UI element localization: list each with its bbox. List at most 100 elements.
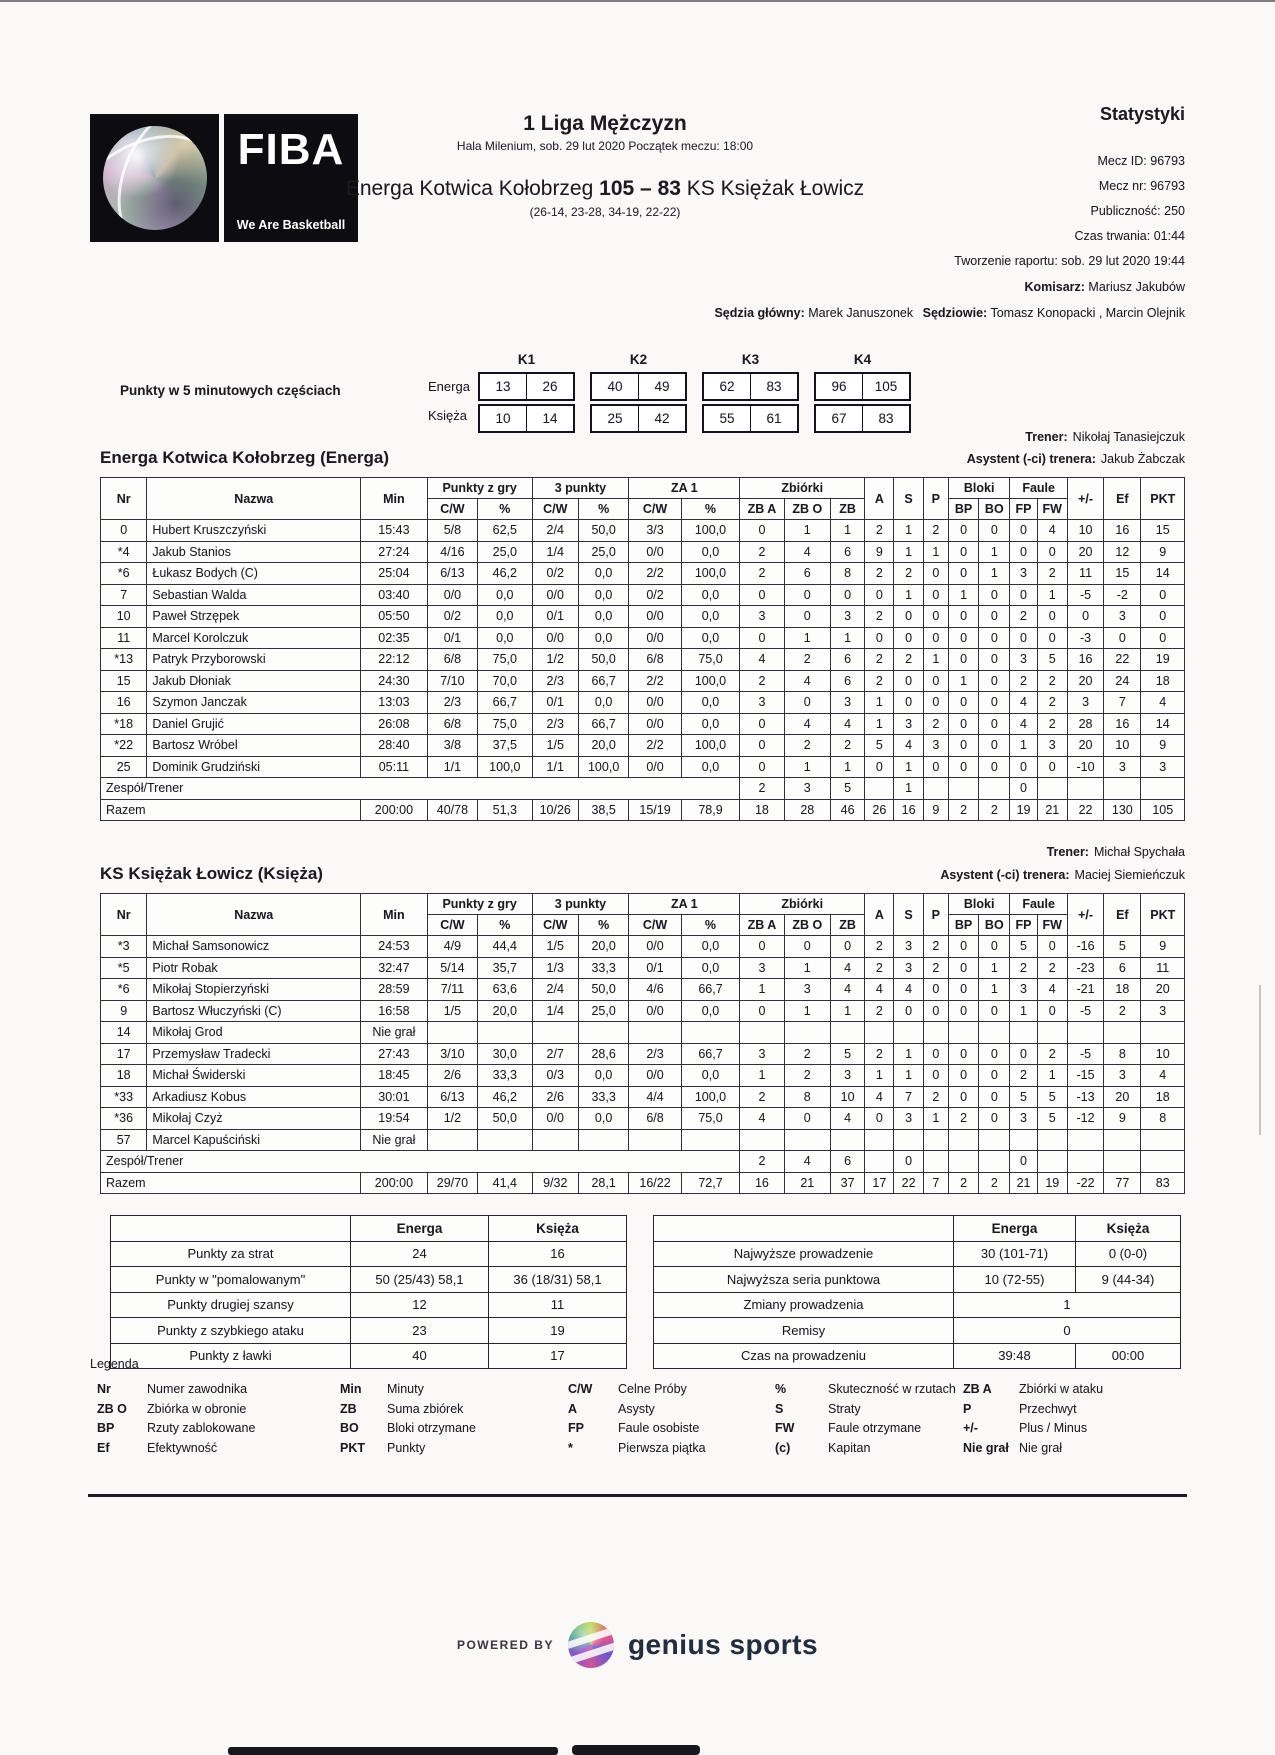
score-value: 13 [480,374,527,399]
komisarz-line: Komisarz: Mariusz Jakubów [565,274,1186,300]
col-header: FW [1036,498,1068,520]
player-row: 0 Hubert Kruszczyński 15:43 5/8 62,5 2/4 50,0 3… [99,519,1185,542]
stat-value: 25,0 [477,540,533,563]
stat-value: 0/0 [628,691,682,714]
stat-value: 3 [1009,978,1038,1001]
stat-value: 38,5 [577,798,630,821]
stat-value [783,1128,831,1151]
legend-description: Rzuty zablokowane [147,1421,256,1435]
stat-value: 6 [829,669,866,692]
stat-value: 0 [922,691,949,714]
stat-value: 27:43 [360,1042,428,1065]
stat-value: 0 [978,999,1011,1022]
team2-coach-line: Trener: Michał Spychała [585,845,1185,859]
stat-value: 24:30 [360,669,428,692]
legend-item: ZB A Zbiórki w ataku [963,1380,1103,1400]
stat-value: 1 [978,562,1011,585]
col-header: 3 punkty [531,893,630,915]
stat-value: 83 [1140,1171,1185,1194]
stat-value: -5 [1066,583,1105,606]
score-value: 83 [878,411,894,426]
stat-value: 2 [864,669,895,692]
scan-artifact [572,1745,700,1755]
stat-value: 1/1 [531,755,579,778]
stat-value: 2 [1103,999,1142,1022]
legend-item: FW Faule otrzymane [775,1419,956,1439]
legend-column: C/W Celne Próby A Asysty FP Faule osobiste * Pi… [568,1380,706,1458]
player-row: *18 Daniel Grujić 26:08 6/8 75,0 2/3 66,7 0/0 0,… [99,712,1185,735]
stat-value: 0 [893,605,924,628]
player-row: *13 Patryk Przyborowski 22:12 6/8 75,0 1/2 50,… [99,648,1185,671]
stat-value: 0 [922,562,949,585]
legend-item: FP Faule osobiste [568,1419,706,1439]
stat-value: 0 [947,712,980,735]
stat-value: 2 [783,1042,831,1065]
col-header: P [922,893,949,936]
player-number: *13 [99,648,148,671]
sedzia-glowny-label: Sędzia główny: [714,306,805,320]
stat-value: 0,0 [680,999,741,1022]
summary-value: 40 [350,1342,489,1369]
stat-value: 1 [739,978,785,1001]
stat-value: 0 [978,935,1011,958]
quarter-groups: K1 13 26 10 14 K2 40 49 25 42 K3 62 83 55 61 K4 96 105 67 8… [478,352,911,436]
quarter-score-box: 62 83 [702,372,799,401]
stat-value: 0 [978,519,1011,542]
stat-value [1066,1150,1105,1173]
stat-value: 3/10 [426,1042,479,1065]
player-number: 16 [99,691,148,714]
stat-value: 0 [978,1107,1011,1130]
stat-value: 0 [1103,626,1142,649]
stat-value [978,1150,1011,1173]
stat-value: 0 [1036,540,1068,563]
stat-value: 2 [978,1171,1011,1194]
stat-value: 0 [893,691,924,714]
summary-label: Czas na prowadzeniu [653,1342,954,1369]
player-row: 16 Szymon Janczak 13:03 2/3 66,7 0/1 0,0 0/0 0,0… [99,691,1185,714]
stat-value: 0 [1009,777,1038,800]
stat-value: 1/2 [426,1107,479,1130]
col-header: % [477,498,533,520]
stat-value: 2/6 [426,1064,479,1087]
stat-value: 28 [783,798,831,821]
stat-value: 9 [1140,935,1185,958]
stat-value: 2 [783,648,831,671]
player-name: Mikołaj Stopierzyński [146,978,362,1001]
legend-description: Plus / Minus [1019,1421,1088,1435]
totals-row: Razem 200:00 29/70 41,4 9/32 28,1 16/22 72,7 16 2… [99,1171,1185,1194]
meta-line: Czas trwania: 01:44 [1074,229,1185,243]
col-header: Nr [99,477,148,520]
col-header: Nr [99,893,148,936]
stat-value: 1 [783,626,831,649]
stat-value [1066,777,1105,800]
stat-value: 14 [1140,712,1185,735]
meta-line: Mecz nr: 96793 [1098,179,1185,193]
team2-assistant-line: Asystent (-ci) trenera: Maciej Siemieńczu… [585,868,1185,882]
stat-value: 15 [1140,519,1185,542]
stat-value: 1 [1036,583,1068,606]
team-bench-row: Zespół/Trener 2 3 5 1 0 [99,777,1185,800]
summary-header-row: Energa Księża [653,1215,1181,1242]
legend-term: Nie grał [963,1440,1009,1455]
empty-header [653,1215,954,1242]
player-number: 17 [99,1042,148,1065]
stat-value: 0 [922,1064,949,1087]
stat-value: 0/0 [628,712,682,735]
stat-value: 0 [1009,1150,1038,1173]
col-header: A [864,893,895,936]
stat-value: 2 [739,540,785,563]
legend-description: Zbiórka w obronie [147,1401,247,1416]
legend-term: Ef [97,1440,110,1455]
team1-stats-table-mount: Nr Nazwa Min Punkty z gry 3 punkty ZA 1 Zbiórk… [99,477,1185,821]
stat-value: 4/16 [426,540,479,563]
stat-value: 4 [829,956,866,979]
stat-value: 0/0 [628,540,682,563]
score-value: 25 [592,406,639,431]
stat-value: 0,0 [680,691,741,714]
player-name: Dominik Grudziński [146,755,362,778]
stat-value: 66,7 [577,669,630,692]
stat-value: 0 [783,1107,831,1130]
player-row: *4 Jakub Stanios 27:24 4/16 25,0 1/4 25,0 0/0 0,… [99,540,1185,563]
player-name: Paweł Strzępek [146,605,362,628]
quarter-score-box: 67 83 [814,404,911,433]
